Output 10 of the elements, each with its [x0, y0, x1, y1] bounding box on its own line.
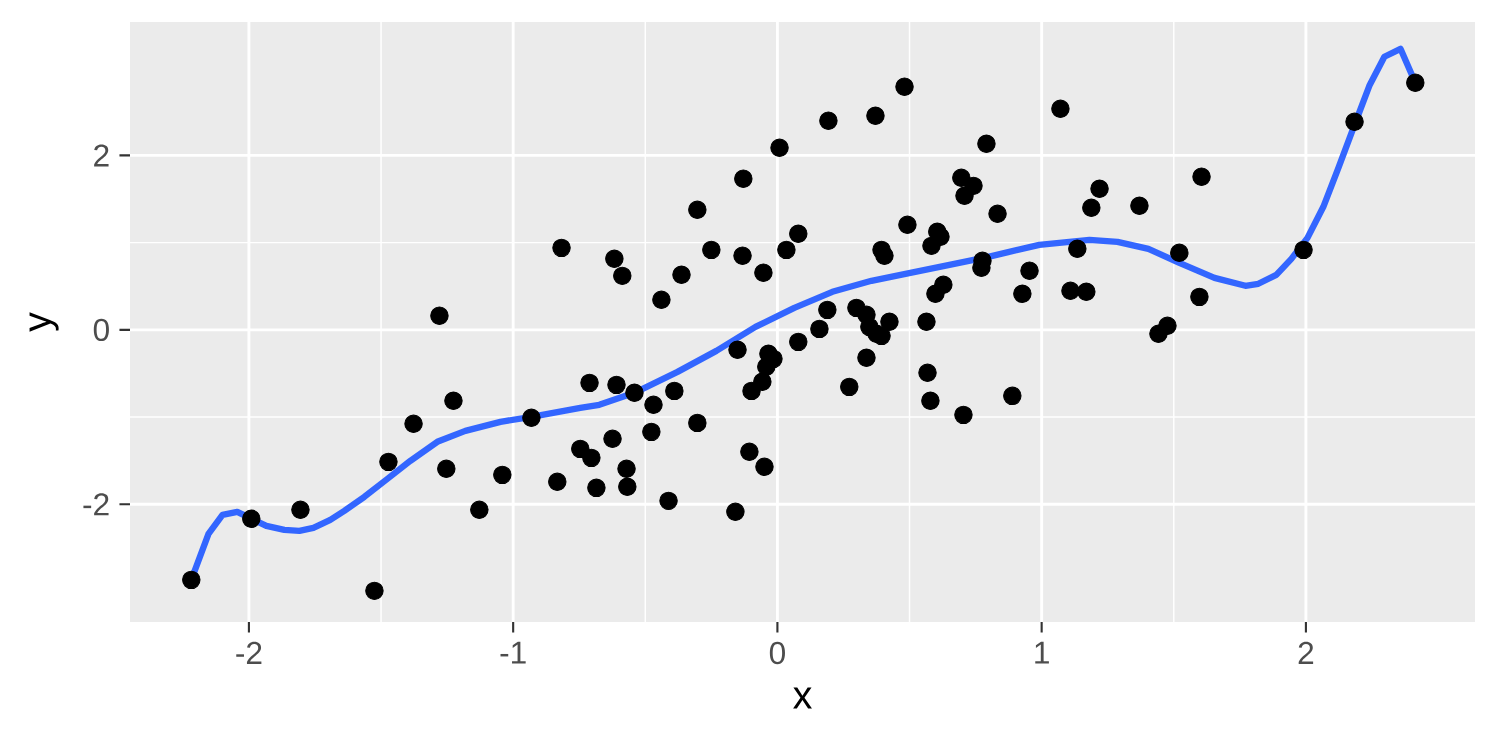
- x-tick-label: 0: [769, 641, 785, 665]
- x-tick-label: -2: [236, 641, 262, 664]
- x-axis-title: x: [793, 687, 812, 709]
- x-tick-label: 2: [1298, 641, 1314, 664]
- y-tick-label: 0: [93, 318, 109, 342]
- y-tick-label: 2: [94, 144, 109, 167]
- y-axis-title: y: [29, 312, 59, 332]
- x-tick-label: -1: [500, 641, 526, 664]
- y-tick-label: -2: [83, 493, 109, 516]
- x-tick-label: 1: [1035, 641, 1049, 664]
